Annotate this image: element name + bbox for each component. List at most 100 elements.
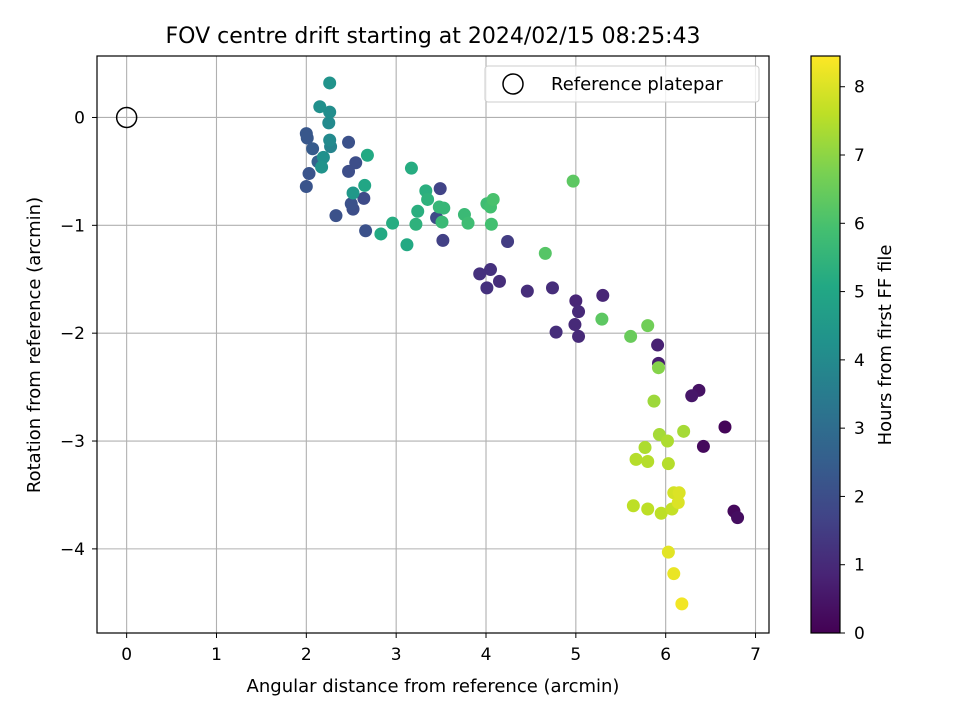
data-point	[483, 263, 497, 277]
y-axis-ticks: 0 −1 −2 −3 −4	[60, 108, 97, 560]
y-tick-label: −1	[60, 216, 85, 236]
data-point	[433, 182, 447, 196]
data-point	[358, 178, 372, 192]
y-tick-label: −2	[60, 324, 85, 344]
y-tick-label: 0	[74, 108, 85, 128]
data-point	[549, 325, 563, 339]
data-point	[357, 191, 371, 205]
x-tick-label: 0	[121, 645, 132, 665]
data-point	[484, 217, 498, 231]
data-point	[572, 305, 586, 319]
data-point	[342, 135, 356, 149]
scatter-points	[299, 76, 745, 611]
colorbar-tick-label: 6	[854, 214, 865, 234]
data-point	[306, 142, 320, 156]
legend: Reference platepar	[484, 65, 760, 103]
legend-box	[484, 65, 760, 103]
data-point	[411, 204, 425, 218]
data-point	[315, 160, 329, 174]
data-point	[595, 312, 609, 326]
colorbar-ticks: 0 1 2 3 4 5 6 7 8	[840, 78, 865, 644]
data-point	[342, 164, 356, 178]
data-point	[344, 197, 358, 211]
data-point	[323, 105, 337, 119]
data-point	[624, 329, 638, 343]
data-point	[374, 227, 388, 241]
x-axis-ticks: 0 1 2 3 4 5 6 7	[121, 633, 761, 665]
colorbar-tick-label: 4	[854, 351, 865, 371]
data-point	[672, 486, 686, 500]
colorbar-tick-label: 7	[854, 146, 865, 166]
data-point	[568, 318, 582, 332]
data-point	[329, 209, 343, 223]
data-point	[421, 192, 435, 206]
x-tick-label: 5	[570, 645, 581, 665]
data-point	[461, 216, 475, 230]
data-point	[661, 545, 675, 559]
data-point	[566, 174, 580, 188]
data-point	[501, 235, 515, 249]
data-point	[435, 215, 449, 229]
data-point	[520, 284, 534, 298]
data-point	[436, 233, 450, 247]
data-point	[316, 150, 330, 164]
colorbar-tick-label: 5	[854, 283, 865, 303]
data-point	[486, 192, 500, 206]
y-tick-label: −4	[60, 540, 85, 560]
reference-marker	[115, 106, 138, 129]
data-point	[409, 217, 423, 231]
colorbar-tick-label: 3	[854, 419, 865, 439]
data-point	[346, 186, 360, 200]
data-point	[654, 506, 668, 520]
chart-title: FOV centre drift starting at 2024/02/15 …	[166, 24, 701, 49]
colorbar-tick-label: 1	[854, 556, 865, 576]
data-point	[492, 274, 506, 288]
data-point	[629, 452, 643, 466]
data-point	[302, 167, 316, 181]
legend-marker-icon	[502, 73, 524, 95]
y-tick-label: −3	[60, 432, 85, 452]
data-point	[322, 116, 336, 130]
x-tick-label: 6	[660, 645, 671, 665]
data-point	[349, 156, 363, 170]
data-point	[299, 179, 313, 193]
data-point	[360, 148, 374, 162]
data-point	[641, 319, 655, 333]
colorbar-tick-label: 0	[854, 624, 865, 644]
data-point	[641, 455, 655, 469]
colorbar-label: Hours from first FF file	[875, 245, 896, 446]
x-tick-label: 2	[301, 645, 312, 665]
data-point	[404, 161, 418, 175]
data-point	[538, 246, 552, 260]
data-point	[572, 329, 586, 343]
data-point	[638, 440, 652, 454]
x-tick-label: 3	[391, 645, 402, 665]
data-point	[685, 389, 699, 403]
data-point	[675, 597, 689, 611]
data-point	[480, 281, 494, 295]
data-point	[386, 216, 400, 230]
data-point	[437, 201, 451, 215]
legend-label: Reference platepar	[551, 74, 723, 95]
data-point	[718, 420, 732, 434]
data-point	[400, 238, 414, 252]
data-point	[731, 511, 745, 525]
x-tick-label: 7	[750, 645, 761, 665]
data-point	[545, 281, 559, 295]
data-point	[473, 267, 487, 281]
colorbar-tick-label: 2	[854, 487, 865, 507]
data-point	[569, 294, 583, 308]
data-point	[641, 502, 655, 516]
colorbar-tick-label: 8	[854, 78, 865, 98]
y-axis-label: Rotation from reference (arcmin)	[24, 197, 45, 493]
data-point	[323, 76, 337, 90]
data-point	[671, 496, 685, 510]
data-point	[323, 133, 337, 147]
data-point	[651, 338, 665, 352]
data-point	[359, 224, 373, 238]
plot-frame	[96, 55, 770, 634]
data-point	[647, 394, 661, 408]
data-point	[596, 288, 610, 302]
x-tick-label: 4	[481, 645, 492, 665]
